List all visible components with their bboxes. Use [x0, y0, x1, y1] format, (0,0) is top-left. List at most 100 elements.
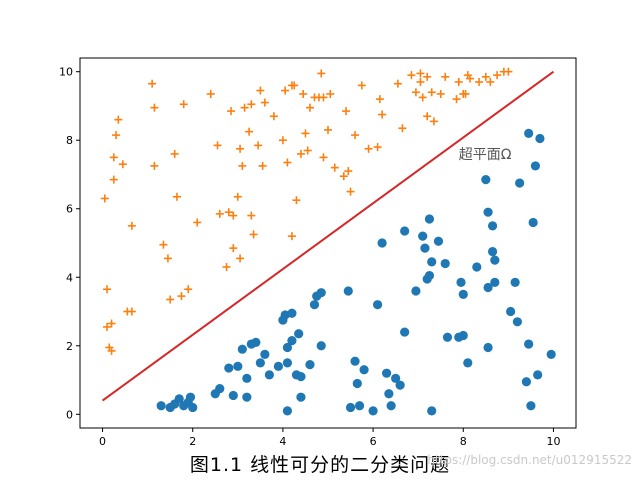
y-tick-label: 8 — [66, 134, 73, 147]
orange-plus-point — [493, 71, 502, 80]
orange-plus-point — [127, 307, 136, 316]
blue-point — [458, 289, 468, 299]
blue-point — [458, 330, 468, 341]
orange-plus-point — [159, 240, 168, 249]
blue-point — [382, 368, 392, 378]
orange-plus-point — [423, 72, 432, 81]
blue-point — [305, 360, 315, 370]
orange-plus-point — [170, 149, 179, 158]
orange-plus-point — [100, 194, 109, 203]
orange-plus-point — [227, 107, 236, 116]
orange-plus-point — [278, 136, 287, 145]
orange-plus-point — [127, 221, 136, 230]
orange-plus-point — [256, 86, 265, 95]
blue-point — [352, 378, 362, 389]
blue-point — [156, 401, 166, 411]
blue-point — [215, 384, 225, 394]
orange-plus-point — [166, 295, 175, 304]
orange-plus-point — [326, 89, 335, 98]
blue-point — [472, 262, 482, 272]
blue-point — [373, 300, 383, 310]
orange-plus-point — [287, 232, 296, 241]
blue-point — [524, 128, 534, 138]
orange-plus-point — [112, 131, 121, 140]
orange-plus-point — [118, 160, 127, 169]
blue-point — [174, 394, 184, 404]
orange-plus-point — [222, 262, 231, 271]
orange-plus-point — [109, 153, 118, 162]
hyperplane-layer — [101, 70, 555, 402]
blue-point — [185, 392, 196, 402]
blue-point — [490, 255, 500, 265]
orange-plus-point — [416, 77, 425, 86]
blue-point — [384, 389, 394, 399]
orange-plus-point — [407, 71, 416, 80]
orange-plus-point — [393, 79, 402, 88]
blue-point — [242, 392, 252, 402]
orange-plus-point — [213, 141, 222, 150]
blue-point — [427, 257, 437, 267]
blue-point — [400, 226, 410, 236]
orange-plus-point — [229, 211, 238, 220]
blue-point — [359, 365, 369, 375]
orange-plus-point — [330, 163, 339, 172]
blue-point — [395, 380, 405, 390]
orange-plus-point — [303, 146, 312, 155]
orange-plus-point — [249, 230, 258, 239]
blue-point — [424, 270, 435, 281]
orange-plus-point — [346, 187, 355, 196]
blue-point — [533, 370, 543, 380]
y-tick-label: 10 — [59, 66, 73, 79]
orange-plus-point — [416, 69, 425, 78]
orange-plus-point — [193, 218, 202, 227]
orange-plus-point — [299, 89, 308, 98]
blue-point — [490, 277, 500, 287]
orange-plus-point — [172, 192, 181, 201]
blue-point — [251, 337, 261, 347]
orange-plus-point — [240, 103, 249, 112]
orange-plus-point — [103, 285, 112, 294]
orange-plus-point — [342, 107, 351, 116]
orange-plus-point — [301, 129, 310, 138]
blue-point — [528, 217, 538, 228]
orange-plus-point — [398, 124, 407, 133]
blue-point — [294, 329, 304, 339]
blue-point — [424, 214, 435, 224]
orange-plus-point — [364, 144, 373, 153]
blue-point — [255, 358, 265, 368]
orange-plus-point — [429, 117, 438, 126]
y-tick-label: 6 — [66, 203, 73, 216]
blue-point — [345, 402, 356, 413]
x-tick-label: 4 — [279, 435, 286, 448]
blue-point — [487, 221, 498, 231]
orange-plus-point — [375, 95, 384, 104]
orange-plus-point — [148, 79, 157, 88]
blue-point — [282, 406, 293, 416]
blue-point — [524, 339, 534, 349]
blue-point — [377, 238, 387, 248]
blue-point — [427, 406, 437, 416]
hyperplane-annotation: 超平面Ω — [459, 147, 512, 163]
orange-plus-point — [269, 112, 278, 121]
blue-point — [546, 349, 556, 359]
orange-plus-point — [357, 81, 366, 90]
blue-point — [368, 406, 378, 416]
orange-plus-point — [215, 209, 224, 218]
orange-plus-point — [466, 74, 475, 83]
points-layer — [100, 67, 556, 416]
blue-point — [282, 358, 293, 368]
orange-plus-point — [418, 93, 427, 102]
orange-plus-point — [441, 72, 450, 81]
blue-point — [296, 372, 306, 382]
blue-point — [530, 161, 541, 171]
orange-plus-point — [233, 192, 242, 201]
orange-plus-point — [339, 172, 348, 181]
blue-point — [400, 327, 410, 337]
orange-plus-point — [254, 141, 263, 150]
blue-point — [287, 336, 297, 346]
orange-plus-point — [296, 149, 305, 158]
orange-plus-point — [247, 100, 256, 109]
x-tick-label: 6 — [370, 435, 377, 448]
hyperplane-line — [101, 70, 555, 402]
blue-point — [273, 361, 283, 371]
